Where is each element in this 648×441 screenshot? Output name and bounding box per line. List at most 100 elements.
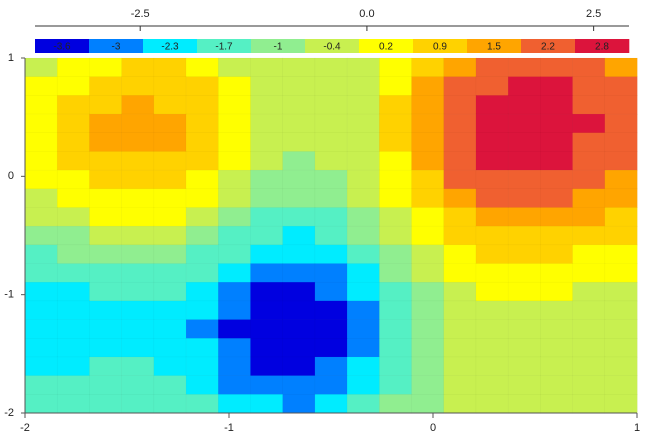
heatmap-cell [24, 225, 58, 246]
heatmap-cell [604, 281, 638, 302]
heatmap-cell [507, 300, 541, 321]
heatmap-cell [540, 244, 574, 265]
heatmap-cell [185, 188, 219, 209]
x-tick-label: -2 [20, 422, 30, 434]
heatmap-cell [217, 207, 252, 227]
heatmap-cell [604, 337, 638, 358]
heatmap-cell [24, 151, 58, 171]
heatmap-cell [282, 337, 316, 358]
heatmap-cell [282, 394, 316, 414]
heatmap-cell [346, 57, 380, 78]
heatmap-cell [250, 113, 284, 134]
colorbar-label: 1.5 [487, 42, 501, 53]
heatmap-cell [443, 169, 477, 190]
heatmap-cell [121, 281, 155, 302]
heatmap-cell [507, 207, 541, 227]
heatmap-cell [443, 319, 477, 339]
colorbar-swatch [413, 39, 468, 53]
heatmap-cell [185, 57, 219, 78]
heatmap-cell [346, 319, 380, 339]
heatmap-cell [507, 151, 541, 171]
heatmap-cell [153, 169, 187, 190]
heatmap-cell [572, 76, 606, 96]
heatmap-cell [604, 394, 638, 414]
heatmap-cell [217, 281, 252, 302]
heatmap-cell [411, 225, 445, 246]
heatmap-cell [540, 300, 574, 321]
heatmap-cell [89, 76, 123, 96]
heatmap-cell [379, 244, 413, 265]
colorbar-swatch [197, 39, 252, 53]
colorbar-label: 2.2 [541, 42, 555, 53]
heatmap-cell [250, 95, 284, 115]
heatmap-cell [217, 319, 252, 339]
heatmap-cell [314, 356, 348, 377]
heatmap-cell [56, 113, 91, 134]
heatmap-cell [507, 113, 541, 134]
heatmap-cell [121, 356, 155, 377]
y-tick-label: -1 [4, 289, 14, 301]
heatmap-cell [411, 244, 445, 265]
heatmap-cell [153, 263, 187, 283]
heatmap-cell [572, 319, 606, 339]
heatmap-cell [475, 151, 509, 171]
heatmap-cell [346, 300, 380, 321]
heatmap-cell [89, 337, 123, 358]
heatmap-cell [604, 95, 638, 115]
heatmap-cell [604, 300, 638, 321]
heatmap-cell [250, 225, 284, 246]
heatmap-cell [572, 263, 606, 283]
colorbar-label: -1 [274, 42, 283, 53]
heatmap-cell [24, 263, 58, 283]
heatmap-cell [185, 300, 219, 321]
heatmap-cell [250, 76, 284, 96]
y-tick-label: -2 [4, 407, 14, 419]
heatmap-cell [56, 300, 91, 321]
heatmap-cell [56, 263, 91, 283]
heatmap-cell [540, 356, 574, 377]
heatmap-cell [540, 337, 574, 358]
heatmap-cell [507, 57, 541, 78]
heatmap-cell [411, 337, 445, 358]
heatmap-cell [379, 169, 413, 190]
heatmap-cell [153, 225, 187, 246]
heatmap-cell [217, 57, 252, 78]
heatmap-cell [346, 375, 380, 395]
heatmap-cell [153, 132, 187, 153]
heatmap-cell [411, 57, 445, 78]
heatmap-cell [56, 188, 91, 209]
heatmap-cell [153, 337, 187, 358]
heatmap-cell [379, 319, 413, 339]
heatmap-cell [250, 319, 284, 339]
heatmap-cell [121, 207, 155, 227]
heatmap-cell [282, 207, 316, 227]
heatmap-cell [411, 188, 445, 209]
heatmap-cell [153, 244, 187, 265]
heatmap-cell [540, 319, 574, 339]
heatmap-cell [346, 207, 380, 227]
heatmap-cell [604, 76, 638, 96]
heatmap-cell [24, 95, 58, 115]
heatmap-cell [121, 319, 155, 339]
heatmap-cell [56, 375, 91, 395]
heatmap-cell [89, 394, 123, 414]
heatmap-cell [346, 281, 380, 302]
heatmap-cell [56, 169, 91, 190]
heatmap-cell [411, 375, 445, 395]
heatmap-cell [411, 394, 445, 414]
heatmap-cell [572, 394, 606, 414]
heatmap-cell [217, 188, 252, 209]
heatmap-cell [185, 169, 219, 190]
heatmap-cell [314, 281, 348, 302]
heatmap-cell [217, 151, 252, 171]
heatmap-cell [89, 57, 123, 78]
heatmap-cell [346, 188, 380, 209]
heatmap-cell [379, 57, 413, 78]
heatmap-cell [56, 244, 91, 265]
heatmap-cell [443, 300, 477, 321]
heatmap-cell [346, 394, 380, 414]
heatmap-cell [604, 113, 638, 134]
heatmap-cell [604, 188, 638, 209]
heatmap-cell [89, 169, 123, 190]
heatmap-cell [314, 207, 348, 227]
